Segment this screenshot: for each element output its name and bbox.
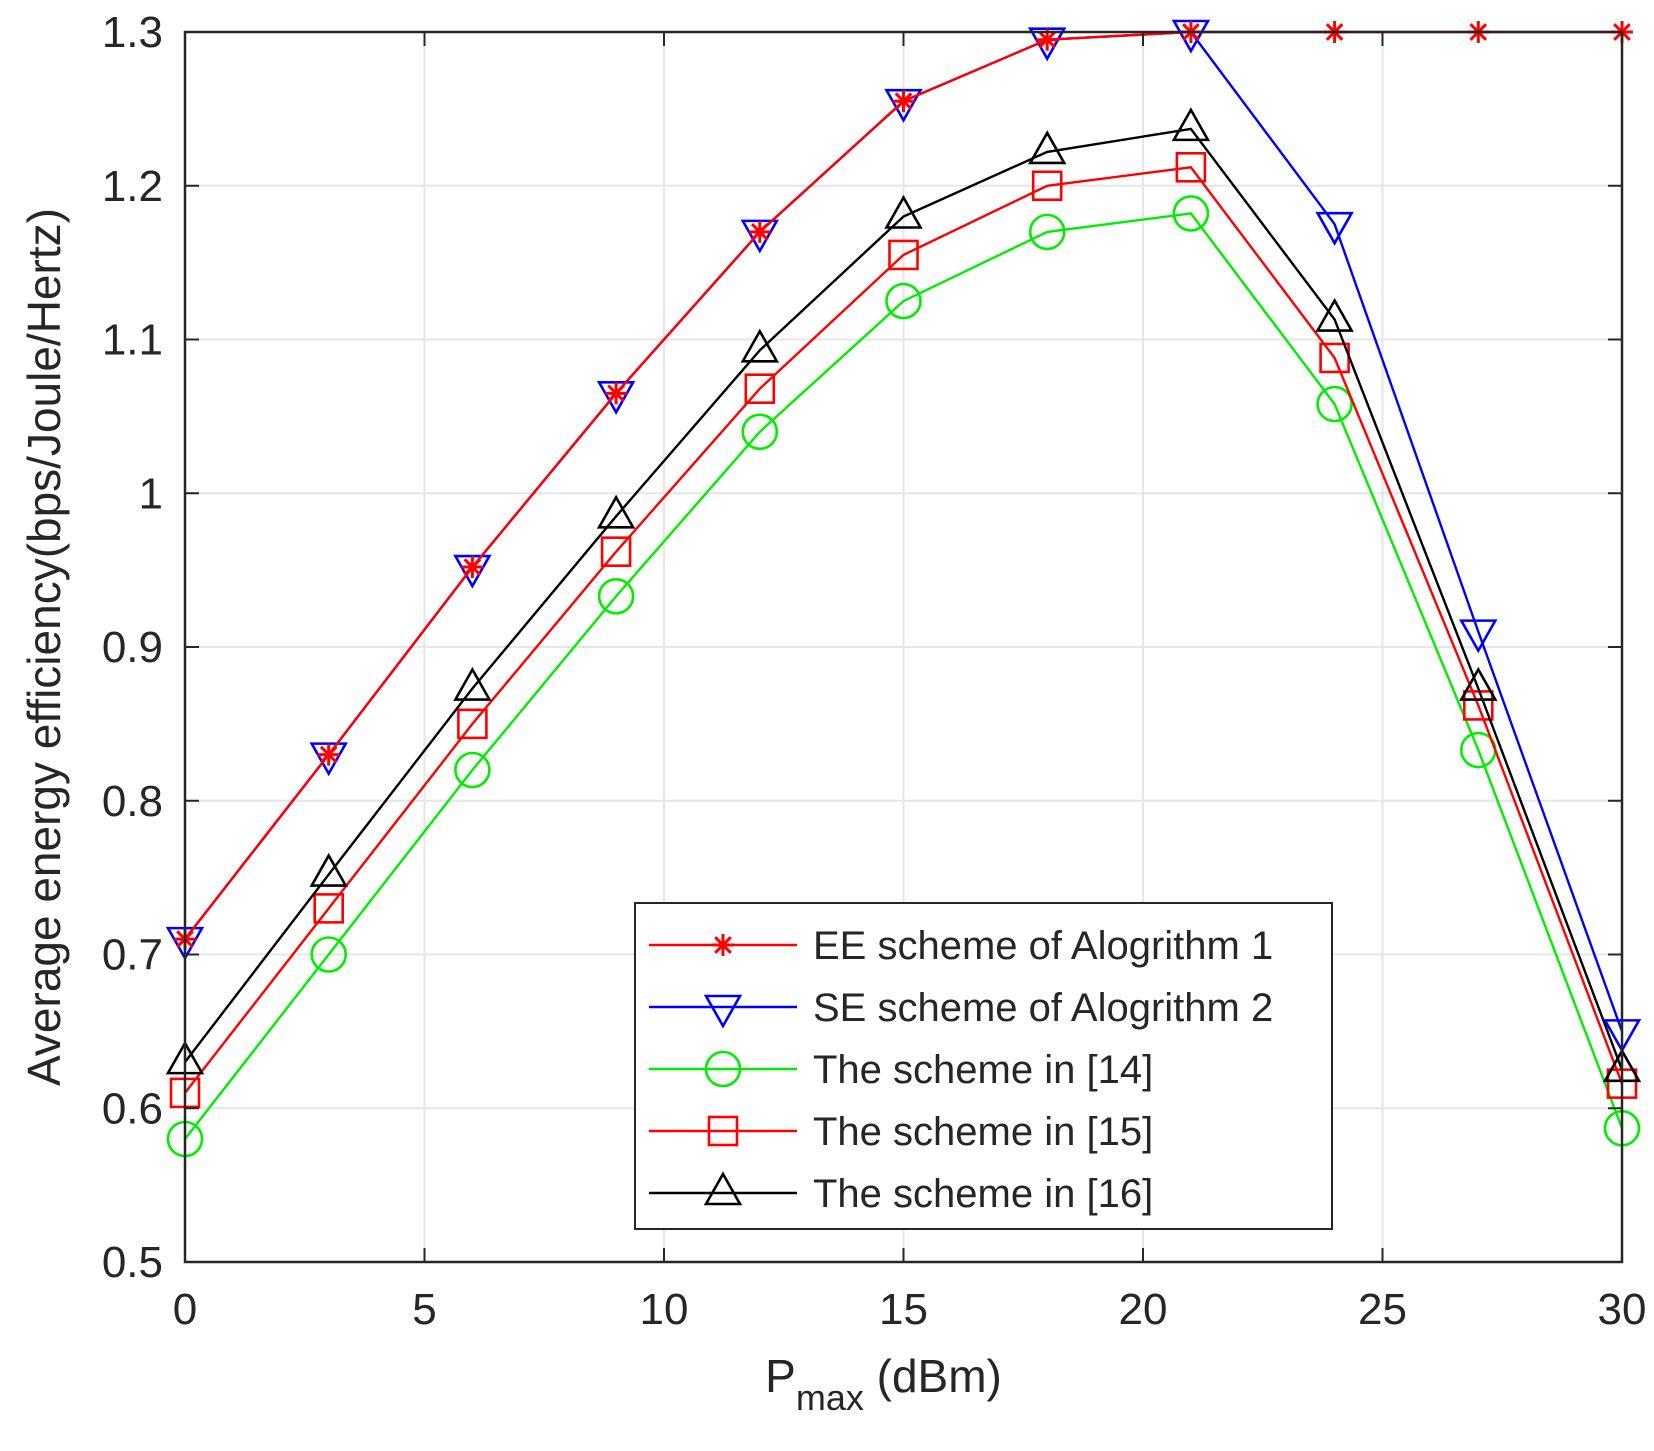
x-tick-label: 10 (640, 1285, 689, 1334)
legend-marker (703, 1171, 743, 1206)
legend-label: SE scheme of Alogrithm 2 (813, 986, 1273, 1030)
x-tick-label: 0 (173, 1285, 197, 1334)
legend-marker (712, 934, 734, 956)
data-point (309, 852, 348, 887)
y-tick-label: 1 (139, 469, 163, 518)
legend-label: The scheme in [16] (813, 1172, 1153, 1216)
legend-marker (703, 994, 743, 1029)
legend-label: EE scheme of Alogrithm 1 (813, 924, 1273, 968)
data-point (317, 743, 340, 766)
x-tick-label: 15 (879, 1285, 928, 1334)
y-tick-label: 1.3 (102, 8, 163, 57)
data-point (461, 556, 484, 579)
data-point (748, 220, 771, 243)
y-tick-label: 0.9 (102, 623, 163, 672)
legend-item: The scheme in [14] (649, 1048, 1153, 1092)
legend-label: The scheme in [14] (813, 1048, 1153, 1092)
y-tick-label: 0.5 (102, 1238, 163, 1287)
legend-label: The scheme in [15] (813, 1110, 1153, 1154)
series-line (184, 212, 1624, 1140)
data-point (1459, 666, 1498, 701)
data-point (596, 494, 636, 529)
legend-item: The scheme in [16] (649, 1171, 1153, 1216)
legend-marker (707, 1115, 739, 1147)
data-point (605, 382, 628, 405)
y-tick-label: 0.7 (102, 931, 163, 980)
data-point (600, 536, 632, 567)
data-point (1028, 213, 1066, 251)
axis-ticks: 0 5 10 15 20 25 30 0.5 0.6 0.7 0.8 0.9 1 1.1 1.2 1.3 (102, 8, 1647, 1334)
x-tick-label: 5 (412, 1285, 436, 1334)
data-point (1031, 170, 1063, 202)
legend-box (634, 902, 1333, 1230)
data-point (310, 936, 348, 973)
data-point (885, 282, 922, 320)
data-point (1459, 619, 1498, 654)
data-point (1175, 152, 1207, 183)
data-point (1316, 385, 1353, 423)
data-point (457, 708, 488, 740)
y-tick-label: 1.1 (102, 316, 163, 365)
x-axis-title: Pmax (dBm) (765, 1350, 1002, 1418)
data-point (453, 666, 492, 701)
data-point (454, 751, 491, 789)
x-axis-title-subscript: max (796, 1377, 864, 1418)
data-point (744, 373, 776, 405)
legend-item: The scheme in [15] (649, 1110, 1153, 1154)
data-point (892, 90, 915, 113)
data-point (313, 893, 345, 924)
data-point (1171, 107, 1211, 142)
series-4 (165, 107, 1642, 1083)
data-point (1172, 195, 1210, 232)
data-point (1036, 28, 1059, 51)
x-axis-title-unit: (dBm) (864, 1350, 1002, 1402)
legend-item: SE scheme of Alogrithm 2 (649, 986, 1273, 1030)
legend: EE scheme of Alogrithm 1 SE scheme of Alo… (634, 902, 1333, 1230)
legend-marker (704, 1050, 742, 1088)
grid (184, 31, 1623, 1263)
data-point (1027, 130, 1067, 165)
data-point (597, 577, 635, 615)
y-axis-title: Average energy efficiency(bps/Joule/Hert… (18, 208, 70, 1086)
data-point (1315, 297, 1354, 332)
series-line (184, 127, 1624, 1071)
series-2 (166, 195, 1641, 1158)
x-tick-label: 25 (1358, 1285, 1407, 1334)
data-point (1315, 211, 1354, 246)
series-line (184, 166, 1624, 1094)
data-point (740, 328, 780, 363)
x-tick-label: 20 (1119, 1285, 1168, 1334)
y-tick-label: 0.6 (102, 1084, 163, 1133)
data-point (888, 239, 919, 271)
x-tick-label: 30 (1598, 1285, 1647, 1334)
y-tick-label: 0.8 (102, 777, 163, 826)
legend-item: EE scheme of Alogrithm 1 (649, 924, 1273, 968)
data-point (884, 194, 923, 229)
data-point (741, 413, 779, 451)
y-tick-label: 1.2 (102, 162, 163, 211)
x-axis-title-main: P (765, 1350, 796, 1402)
